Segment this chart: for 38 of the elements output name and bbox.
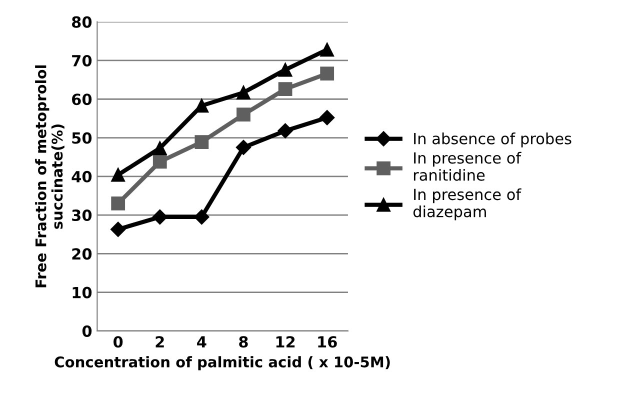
point: [278, 123, 293, 138]
point: [111, 168, 126, 182]
legend-label: In presence of diazepam: [413, 188, 522, 220]
y-tick-label: 0: [82, 325, 92, 337]
point: [236, 86, 250, 100]
x-tick-label: 4: [197, 336, 206, 348]
y-tick-label: 10: [72, 286, 92, 298]
point: [152, 209, 168, 225]
point: [320, 42, 334, 57]
point: [111, 196, 126, 210]
x-tick-label: 0: [114, 336, 123, 348]
y-tick-label: 20: [72, 248, 92, 260]
legend-label: In absence of probes: [414, 132, 572, 148]
y-tick-label: 30: [72, 210, 92, 222]
point: [278, 82, 292, 96]
y-tick-label: 70: [72, 54, 92, 66]
x-tick-label: 8: [239, 336, 248, 348]
point: [320, 66, 334, 81]
point: [320, 110, 335, 126]
point: [278, 62, 292, 77]
point: [194, 98, 209, 113]
y-tick-label: 40: [72, 170, 92, 182]
point: [236, 140, 252, 155]
x-tick-label: 12: [276, 336, 295, 348]
y-tick-label: 80: [72, 16, 92, 28]
point: [152, 141, 167, 156]
point: [110, 222, 126, 237]
y-axis-title: Free Fraction of metoprolol succinate(%): [35, 65, 64, 288]
legend-label: In presence of ranitidine: [414, 152, 522, 181]
point: [236, 108, 250, 122]
x-tick-label: 2: [156, 336, 164, 348]
y-tick-label: 50: [72, 132, 92, 144]
x-tick-label: 16: [318, 336, 337, 348]
y-tick-label: 60: [72, 94, 92, 106]
point: [194, 209, 210, 225]
point: [152, 154, 167, 169]
point: [194, 135, 209, 149]
x-axis-title: Concentration of palmitic acid ( x 10-5M): [54, 356, 390, 370]
